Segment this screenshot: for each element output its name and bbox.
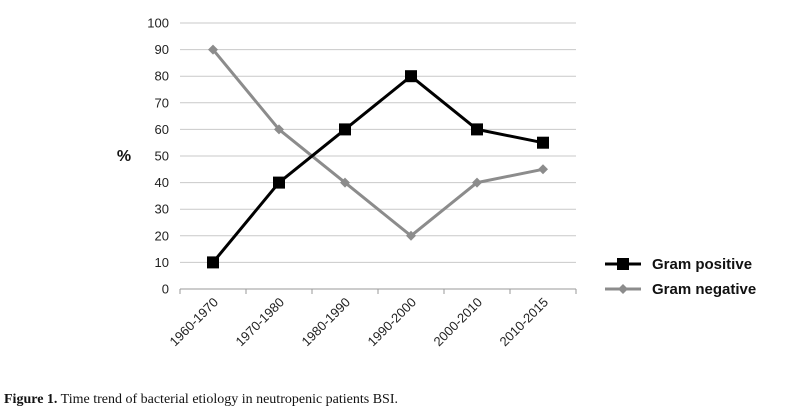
x-tick-label: 2000-2010: [431, 295, 486, 350]
y-tick-label: 90: [155, 42, 169, 57]
data-point: [405, 70, 417, 83]
legend-marker: [617, 258, 629, 270]
y-tick-label: 80: [155, 69, 169, 84]
y-tick-label: 100: [147, 16, 169, 31]
series-line: [211, 48, 544, 238]
legend-item: Gram negative: [605, 281, 756, 298]
x-tick-label: 1990-2000: [365, 295, 420, 350]
caption-text: Time trend of bacterial etiology in neut…: [57, 392, 399, 407]
y-axis-label: %: [117, 148, 131, 165]
data-point: [471, 123, 483, 136]
figure-caption: Figure 1. Time trend of bacterial etiolo…: [4, 392, 398, 408]
x-tick-label: 2010-2015: [497, 295, 552, 350]
series-gram-positive: [207, 70, 549, 269]
legend-item: Gram positive: [605, 256, 752, 273]
series-gram-negative: [208, 44, 548, 241]
data-point: [406, 230, 416, 241]
y-tick-label: 40: [155, 175, 169, 190]
data-point: [340, 177, 350, 188]
line-chart: 0 10 20 30 40 50 60 70 80 90 100 1960-1970 1970-198…: [117, 16, 756, 350]
series-group: [207, 44, 549, 269]
x-tick-label: 1980-1990: [299, 295, 354, 350]
y-tick-label: 20: [155, 228, 169, 243]
y-tick-label: 60: [155, 122, 169, 137]
data-point: [207, 256, 219, 269]
data-point: [339, 123, 351, 136]
y-tick-label: 70: [155, 95, 169, 110]
series-line: [211, 74, 544, 264]
legend-label: Gram positive: [652, 256, 752, 273]
legend-marker: [618, 284, 628, 294]
x-tick-label: 1970-1980: [233, 295, 288, 350]
y-tick-label: 30: [155, 202, 169, 217]
caption-label: Figure 1.: [4, 392, 58, 407]
y-tick-label: 10: [155, 255, 169, 270]
y-tick-label: 50: [155, 149, 169, 164]
grid-lines: [180, 22, 576, 290]
data-point: [537, 136, 549, 149]
x-axis-ticks: 1960-1970 1970-1980 1980-1990 1990-2000 2000…: [167, 289, 577, 350]
y-tick-label: 0: [162, 282, 169, 297]
legend: Gram positive Gram negative: [605, 256, 756, 298]
data-point: [208, 44, 218, 55]
legend-label: Gram negative: [652, 281, 756, 298]
x-tick-label: 1960-1970: [167, 295, 222, 350]
data-point: [273, 176, 285, 189]
data-point: [538, 164, 548, 175]
data-point: [472, 177, 482, 188]
data-point: [274, 124, 284, 135]
y-axis-ticks: 0 10 20 30 40 50 60 70 80 90 100: [147, 16, 169, 297]
